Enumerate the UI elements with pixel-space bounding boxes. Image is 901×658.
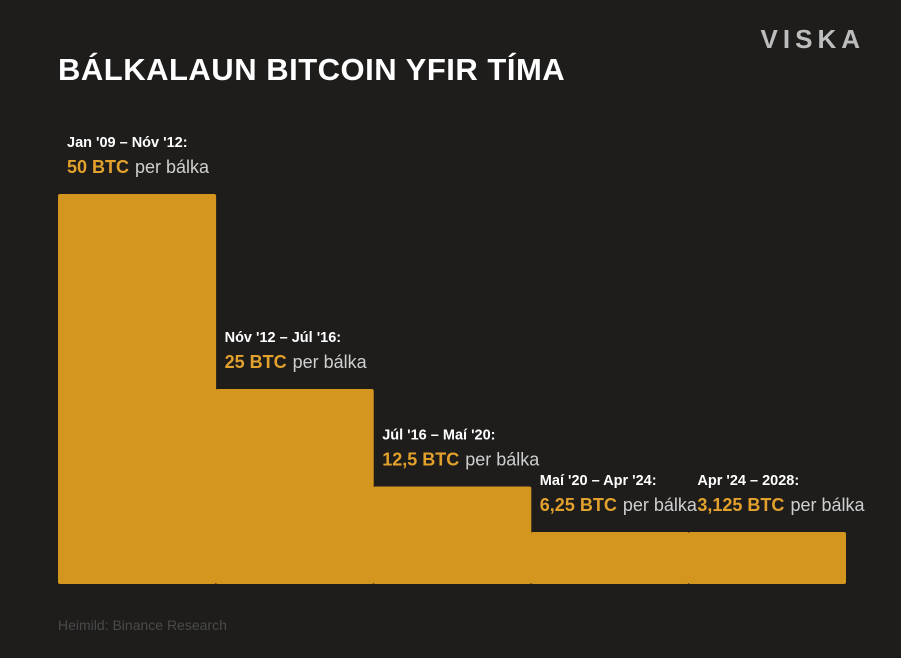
bar-3 <box>373 486 532 584</box>
reward-label-4: 6,25 BTC per bálka <box>540 495 698 515</box>
reward-value-4: 6,25 BTC <box>540 495 617 515</box>
reward-unit-5: per bálka <box>790 495 865 515</box>
reward-value-3: 12,5 BTC <box>382 450 459 470</box>
brand-logo: VISKA <box>760 24 865 54</box>
period-label-2: Nóv '12 – Júl '16: <box>225 330 342 346</box>
bar-5 <box>688 532 846 584</box>
bar-4 <box>530 532 689 584</box>
reward-unit-3: per bálka <box>465 450 540 470</box>
reward-value-2: 25 BTC <box>225 352 287 372</box>
period-label-4: Maí '20 – Apr '24: <box>540 473 657 489</box>
reward-label-1: 50 BTC per bálka <box>67 157 210 177</box>
chart-title: BÁLKALAUN BITCOIN YFIR TÍMA <box>58 52 566 87</box>
reward-label-3: 12,5 BTC per bálka <box>382 450 540 470</box>
reward-unit-2: per bálka <box>293 352 368 372</box>
period-label-1: Jan '09 – Nóv '12: <box>67 135 188 151</box>
bar-1 <box>58 194 217 584</box>
reward-label-5: 3,125 BTC per bálka <box>697 495 865 515</box>
period-label-3: Júl '16 – Maí '20: <box>382 428 495 444</box>
reward-unit-1: per bálka <box>135 157 210 177</box>
bar-2 <box>215 389 374 584</box>
reward-unit-4: per bálka <box>623 495 698 515</box>
reward-value-5: 3,125 BTC <box>697 495 784 515</box>
reward-value-1: 50 BTC <box>67 157 129 177</box>
reward-label-2: 25 BTC per bálka <box>225 352 368 372</box>
period-label-5: Apr '24 – 2028: <box>697 473 799 489</box>
source-note: Heimild: Binance Research <box>58 617 227 633</box>
